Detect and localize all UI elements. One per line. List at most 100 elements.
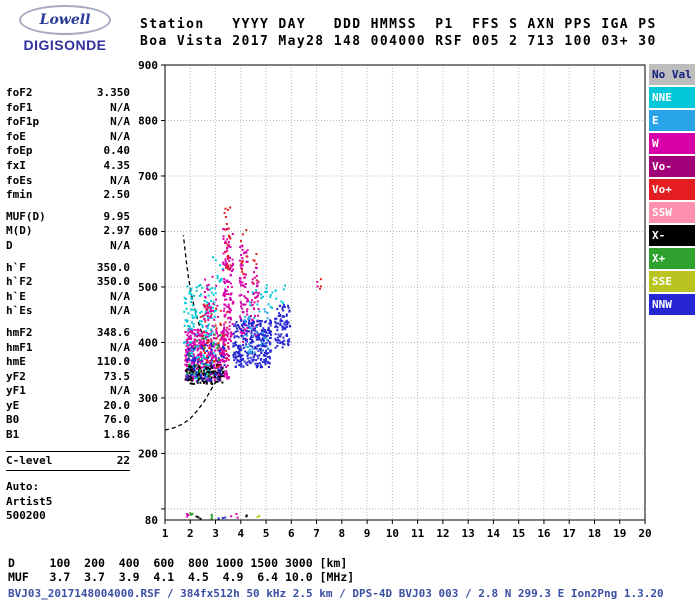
param-label: B0 (6, 413, 20, 427)
param-row: foF1p N/A (6, 115, 130, 130)
param-row: h`F 350.0 (6, 261, 130, 276)
echo-cluster-w (203, 275, 219, 328)
x-tick-label: 6 (288, 527, 295, 540)
plot-frame (164, 64, 646, 521)
confidence-level-row: C-level 22 (6, 450, 130, 472)
plot-grid (165, 65, 645, 520)
x-tick-label: 8 (339, 527, 346, 540)
param-label: MUF(D) (6, 209, 46, 223)
param-label: foF1p (6, 115, 40, 129)
param-label: foF1 (6, 100, 33, 114)
param-row: fmin 2.50 (6, 188, 130, 203)
param-value: 0.40 (103, 144, 131, 158)
param-label: h`F (6, 260, 26, 274)
param-label: fmin (6, 188, 33, 202)
param-value: 110.0 (96, 355, 130, 369)
param-label: foEp (6, 144, 33, 158)
param-row: foF2 3.350 (6, 86, 130, 101)
param-label: foF2 (6, 86, 33, 99)
x-tick-label: 19 (613, 527, 626, 540)
param-label: foEs (6, 173, 33, 187)
echo-cluster-vo+ (223, 206, 232, 271)
param-row: yE 20.0 (6, 399, 130, 414)
echo-cluster-x- (195, 515, 202, 520)
x-tick-label: 13 (462, 527, 475, 540)
legend-item-sse: SSE (649, 271, 695, 292)
header-station-values: Boa Vista 2017 May28 148 004000 RSF 005 … (140, 34, 657, 49)
echo-cluster-x- (245, 514, 248, 518)
param-value: 73.5 (103, 369, 131, 383)
param-row: hmF1 N/A (6, 341, 130, 356)
param-row: M(D) 2.97 (6, 224, 130, 239)
param-value: N/A (110, 304, 130, 318)
legend-item-no-val: No Val (649, 64, 695, 85)
param-label: h`E (6, 289, 26, 303)
x-tick-label: 16 (537, 527, 551, 540)
x-tick-label: 7 (313, 527, 320, 540)
param-row: hmE 110.0 (6, 355, 130, 370)
param-value: 1.86 (103, 428, 131, 442)
y-tick-label: 80 (145, 514, 158, 527)
autoscaler-info: Auto: Artist5 500200 (6, 480, 130, 524)
param-row: foEs N/A (6, 174, 130, 189)
echo-cluster-e (242, 308, 270, 354)
param-value: N/A (110, 173, 130, 187)
param-row: yF1 N/A (6, 384, 130, 399)
y-tick-label: 200 (138, 447, 158, 460)
x-tick-label: 15 (512, 527, 525, 540)
param-value: 348.6 (96, 325, 130, 339)
echo-cluster-x+ (210, 513, 213, 520)
x-tick-label: 2 (187, 527, 194, 540)
param-label: hmF2 (6, 325, 33, 339)
param-value: 9.95 (103, 209, 131, 223)
param-row: h`Es N/A (6, 304, 130, 319)
param-row: h`F2 350.0 (6, 275, 130, 290)
x-tick-label: 10 (386, 527, 399, 540)
direction-color-legend: No Val NNE E W Vo- Vo+ SSW X- X+ SSE NNW (649, 64, 695, 317)
x-tick-label: 5 (263, 527, 270, 540)
echo-cluster-w (250, 266, 260, 338)
echo-cluster-vo+ (240, 229, 248, 276)
param-row: MUF(D) 9.95 (6, 210, 130, 225)
param-value: 2.97 (103, 224, 131, 238)
echo-cluster-nne (212, 256, 224, 283)
legend-item-ssw: SSW (649, 202, 695, 223)
echo-scatter-points (183, 206, 322, 520)
echo-cluster-w (230, 513, 239, 519)
echo-cluster-w (222, 228, 235, 343)
param-label: M(D) (6, 224, 33, 238)
y-tick-label: 400 (138, 336, 158, 349)
echo-cluster-nnw (232, 319, 273, 369)
param-label: C-level (6, 453, 53, 467)
x-tick-label: 17 (563, 527, 576, 540)
lowell-digisonde-logo: Lowell DIGISONDE (6, 5, 124, 53)
autoscaler-line: 500200 (6, 509, 46, 523)
logo-lowell-text: Lowell (39, 12, 91, 28)
x-tick-label: 18 (588, 527, 601, 540)
x-tick-label: 14 (487, 527, 501, 540)
x-tick-label: 9 (364, 527, 371, 540)
param-row: foEp 0.40 (6, 144, 130, 159)
echo-cluster-vo+ (252, 253, 258, 285)
param-label: yE (6, 398, 20, 412)
param-row: yF2 73.5 (6, 370, 130, 385)
param-group: foF2 3.350 foF1 N/A foF1p N/A foE N/A foEp 0.40 fx… (6, 86, 130, 203)
param-value: N/A (110, 100, 130, 114)
param-value: 350.0 (96, 260, 130, 274)
x-tick-label: 4 (237, 527, 244, 540)
echo-cluster-x+ (189, 512, 194, 516)
param-row: B1 1.86 (6, 428, 130, 443)
param-value: N/A (110, 384, 130, 398)
echo-cluster-w (316, 280, 319, 288)
param-value: N/A (110, 340, 130, 354)
legend-item-e: E (649, 110, 695, 131)
param-label: yF2 (6, 369, 26, 383)
param-value: 20.0 (103, 398, 131, 412)
param-row: fxI 4.35 (6, 159, 130, 174)
parameter-panel: foF2 3.350 foF1 N/A foF1p N/A foE N/A foEp 0.40 fx… (6, 86, 130, 531)
param-label: yF1 (6, 384, 26, 398)
echo-cluster-w (186, 513, 190, 518)
y-tick-label: 300 (138, 392, 158, 405)
param-row: hmF2 348.6 (6, 326, 130, 341)
